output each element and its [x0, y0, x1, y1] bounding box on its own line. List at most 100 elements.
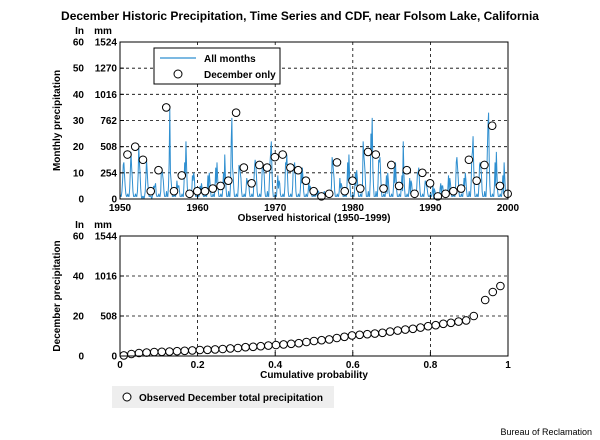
cdf-point — [431, 320, 441, 330]
december-point — [278, 150, 287, 159]
december-point — [394, 181, 404, 191]
y-tick-label-mm: 1016 — [95, 272, 118, 283]
december-point — [379, 184, 388, 193]
y-tick-label-mm: 508 — [100, 312, 117, 323]
cdf-point — [480, 295, 490, 305]
cdf-point — [233, 343, 243, 353]
x-tick-label: 0.6 — [346, 360, 360, 371]
december-point — [169, 186, 179, 196]
plot-frame — [119, 235, 509, 357]
y-tick-label-mm: 0 — [111, 352, 117, 363]
y-tick-label-in: 60 — [73, 38, 85, 49]
y-axis-label: December precipitation — [52, 240, 63, 351]
cdf-point — [218, 344, 228, 354]
cdf-point — [172, 346, 182, 356]
cdf-point — [264, 341, 273, 350]
cdf-point — [279, 340, 288, 349]
december-point — [324, 189, 334, 199]
cdf-point — [340, 332, 349, 342]
y-tick-label-mm: 1524 — [95, 38, 118, 49]
legend-marker-swatch — [122, 392, 132, 402]
cdf-point — [461, 316, 471, 325]
cdf-point — [423, 321, 433, 331]
x-tick-label: 0.8 — [423, 360, 437, 371]
y-tick-label-mm: 1544 — [95, 232, 118, 243]
december-point — [247, 179, 256, 188]
unit-mm: mm — [94, 220, 112, 231]
y-tick-label-mm: 1270 — [95, 64, 118, 75]
december-point — [301, 176, 311, 185]
december-point — [472, 176, 481, 185]
x-axis-label: Cumulative probability — [260, 370, 368, 381]
cdf-point — [165, 347, 174, 356]
december-point — [286, 163, 295, 172]
y-tick-label-mm: 254 — [100, 168, 117, 179]
cdf-point — [309, 336, 319, 346]
cdf-point — [203, 345, 212, 355]
legend-label-observed: Observed December total precipitation — [139, 393, 323, 404]
cdf-point — [187, 346, 197, 355]
x-tick-label: 1970 — [264, 203, 287, 214]
december-point — [480, 160, 489, 170]
december-point — [239, 163, 249, 172]
december-point — [185, 189, 194, 199]
cdf-point — [393, 326, 402, 335]
y-tick-label-in: 40 — [73, 272, 85, 283]
december-point — [441, 189, 450, 199]
cdf-point — [400, 325, 410, 334]
cdf-point — [317, 335, 326, 345]
legend-top: All months December only — [153, 47, 281, 85]
december-point — [456, 184, 466, 193]
x-axis-label: Observed historical (1950–1999) — [238, 213, 391, 224]
unit-inches: In — [75, 220, 84, 231]
cdf-point — [408, 324, 418, 334]
december-point — [464, 155, 474, 165]
x-tick-label: 0.4 — [268, 360, 282, 371]
y-tick-label-in: 0 — [78, 352, 84, 363]
december-point — [309, 186, 318, 196]
cdf-point — [439, 319, 448, 329]
december-point — [371, 150, 381, 159]
december-point — [224, 176, 233, 185]
december-point — [146, 186, 156, 196]
december-point — [348, 176, 357, 185]
y-tick-label-in: 20 — [73, 312, 85, 323]
cdf-point — [302, 337, 311, 347]
unit-mm: mm — [94, 26, 112, 37]
y-tick-label-in: 40 — [73, 90, 85, 101]
december-point — [293, 165, 303, 175]
cdf-point — [149, 347, 159, 357]
y-tick-label-in: 0 — [78, 195, 84, 206]
legend-marker-swatch — [173, 69, 183, 79]
x-tick-label: 0.2 — [191, 360, 205, 371]
legend-label-december: December only — [204, 70, 276, 81]
y-tick-label-mm: 1016 — [95, 90, 118, 101]
x-tick-label: 0 — [117, 360, 123, 371]
december-point — [433, 192, 443, 201]
legend-label-all-months: All months — [204, 54, 256, 65]
y-tick-label-mm: 508 — [100, 142, 117, 153]
cdf-point — [180, 346, 189, 356]
y-tick-label-in: 50 — [73, 64, 85, 75]
cdf-point — [142, 348, 151, 357]
december-point — [363, 147, 373, 157]
cdf-point — [355, 330, 364, 340]
cdf-point — [488, 287, 498, 297]
cdf-point — [256, 341, 266, 351]
december-point — [255, 160, 264, 170]
december-point — [317, 192, 326, 201]
december-point — [192, 186, 202, 196]
cdf-point — [370, 329, 380, 338]
december-point — [418, 168, 427, 178]
december-point — [216, 181, 225, 191]
cdf-point — [385, 327, 395, 336]
cdf-point — [469, 311, 479, 321]
december-point — [340, 186, 350, 196]
december-point — [123, 150, 132, 159]
december-point — [270, 152, 280, 162]
december-point — [208, 184, 218, 193]
cdf-point — [286, 339, 296, 349]
december-point — [200, 186, 210, 196]
